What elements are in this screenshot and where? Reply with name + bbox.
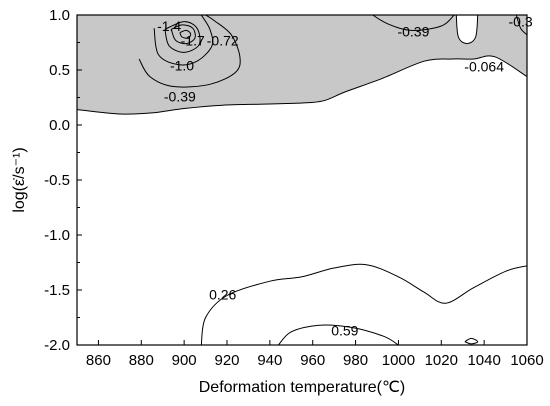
x-tick-label: 1040 [467, 352, 500, 369]
y-tick-label: -2.0 [44, 337, 70, 354]
x-tick-label: 920 [214, 352, 239, 369]
contour-line [278, 324, 399, 345]
contour-line [179, 29, 192, 39]
y-tick-label: -0.5 [44, 172, 70, 189]
x-tick-label: 880 [129, 352, 154, 369]
white-pocket [455, 15, 479, 45]
y-axis-ticks: -2.0 -1.5 -1.0 -0.5 0.0 0.5 1.0 [44, 7, 82, 354]
contour-label: -1.7 [181, 32, 205, 48]
y-tick-label: 1.0 [49, 7, 70, 24]
instability-region [77, 15, 527, 115]
x-tick-label: 940 [257, 352, 282, 369]
x-tick-label: 980 [343, 352, 368, 369]
y-tick-label: -1.0 [44, 227, 70, 244]
contour-line [464, 337, 479, 345]
contour-line [153, 15, 214, 66]
x-tick-label: 1020 [425, 352, 458, 369]
contour-label: -0.3 [509, 14, 533, 30]
shaded-area [77, 15, 527, 115]
x-axis-ticks: 860 880 900 920 940 960 980 1000 1020 1040 1060 [86, 340, 544, 369]
contour-label: 0.26 [209, 286, 236, 302]
contour-line [515, 15, 527, 36]
contour-line [164, 21, 201, 53]
x-tick-label: 1060 [510, 352, 543, 369]
contour-label: -1.0 [170, 58, 194, 74]
y-tick-label: 0.5 [49, 62, 70, 79]
contour-labels: 0.26 0.59 -0.064 -0.39 -0.39 -0.72 -1.0 -1.4-1.… [157, 14, 533, 339]
contour-label: 0.59 [331, 323, 358, 339]
x-tick-label: 860 [86, 352, 111, 369]
contour-label: -1.4 [157, 18, 181, 34]
contour-label: -0.064 [464, 59, 504, 75]
x-tick-label: 960 [300, 352, 325, 369]
contour-label: -0.72 [207, 32, 239, 48]
y-tick-label: 0.0 [49, 117, 70, 134]
x-tick-label: 1000 [382, 352, 415, 369]
contour-label: -0.39 [164, 88, 196, 104]
y-tick-label: -1.5 [44, 282, 70, 299]
y-axis-title: log(ε̇/s⁻¹) [11, 147, 28, 212]
x-tick-label: 900 [172, 352, 197, 369]
contour-line [138, 15, 241, 88]
contour-line [77, 55, 527, 115]
contour-lines [77, 15, 527, 345]
contour-line [200, 263, 527, 345]
contour-line [170, 24, 196, 45]
contour-label: -0.39 [397, 24, 429, 40]
x-axis-title: Deformation temperature(℃) [199, 379, 405, 396]
contour-line [372, 15, 455, 31]
